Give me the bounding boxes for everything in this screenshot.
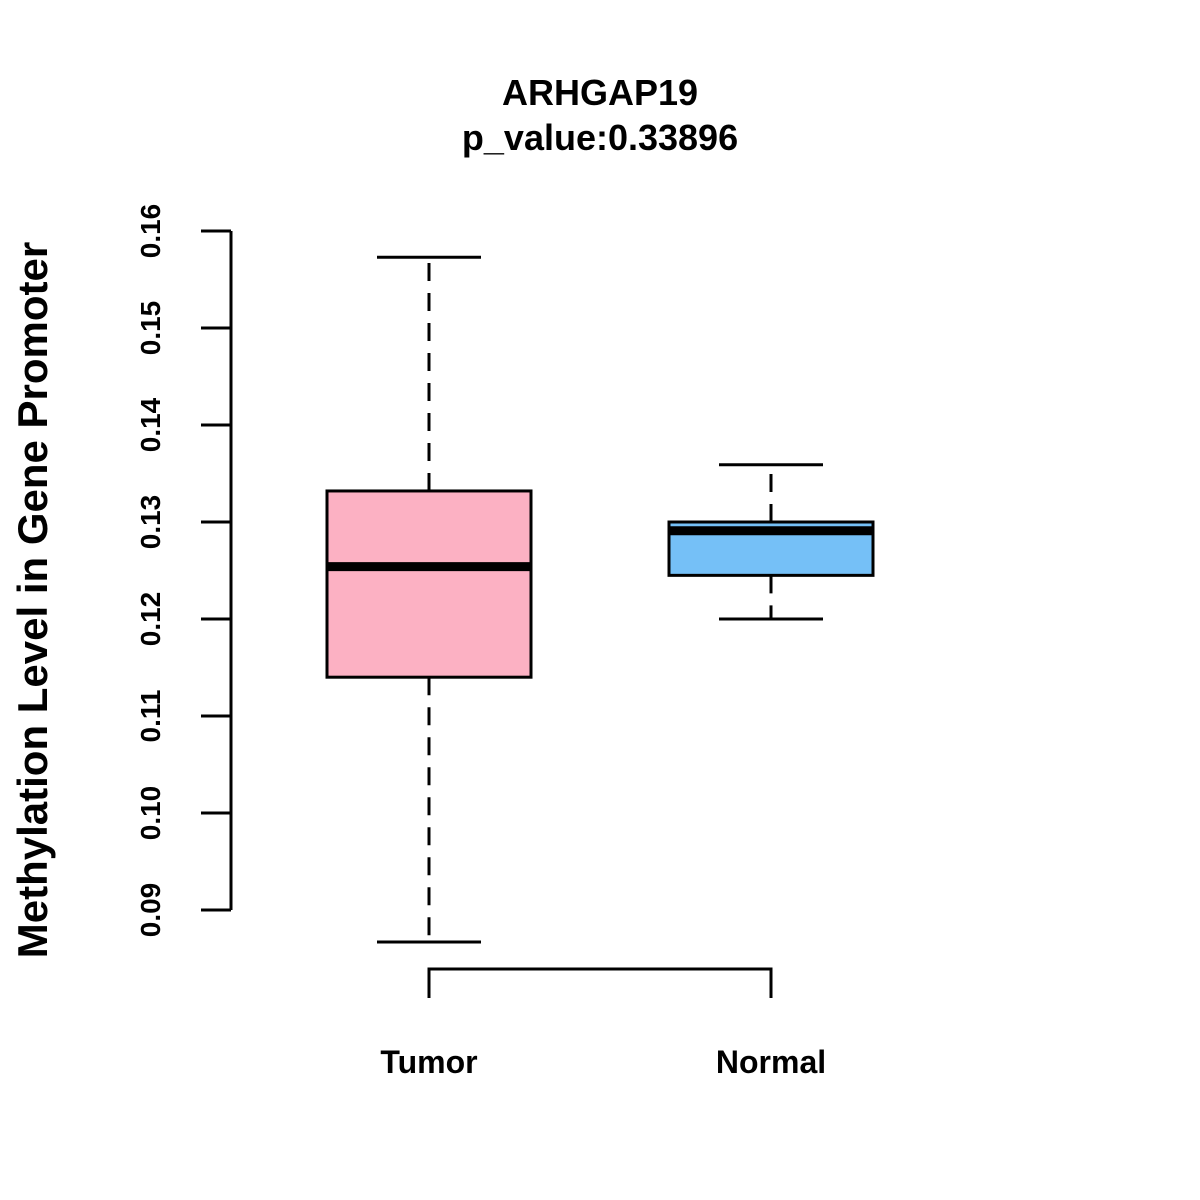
x-axis-labels: Tumor Normal <box>380 1044 826 1080</box>
y-tick-label: 0.10 <box>135 786 166 841</box>
y-tick-label: 0.16 <box>135 204 166 259</box>
box-normal <box>667 463 875 621</box>
x-tick-label: Tumor <box>380 1044 477 1080</box>
y-tick-label: 0.15 <box>135 301 166 356</box>
x-tick-label: Normal <box>716 1044 826 1080</box>
box-tumor <box>325 255 533 944</box>
y-axis-label: Methylation Level in Gene Promoter <box>9 242 56 958</box>
bracket-line <box>427 967 773 998</box>
y-axis: 0.09 0.10 0.11 0.12 0.13 0.14 0.15 0.16 <box>135 204 233 938</box>
comparison-bracket <box>427 967 773 998</box>
y-tick-label: 0.14 <box>135 397 166 452</box>
y-tick-label: 0.13 <box>135 495 166 550</box>
y-tick-label: 0.09 <box>135 883 166 938</box>
boxes <box>325 255 875 944</box>
iqr-box <box>325 489 533 679</box>
y-tick-label: 0.12 <box>135 592 166 647</box>
y-tick-label: 0.11 <box>135 690 166 743</box>
chart-title: ARHGAP19 <box>502 72 698 113</box>
chart-subtitle: p_value:0.33896 <box>462 117 738 158</box>
